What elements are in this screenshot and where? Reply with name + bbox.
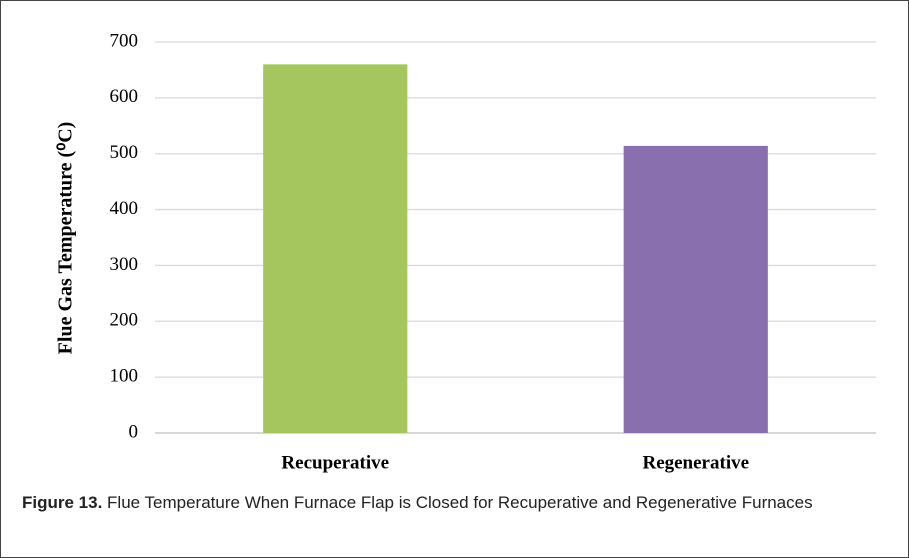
y-tick-label: 600 <box>110 86 139 107</box>
y-tick-label: 100 <box>110 366 139 387</box>
caption-text: Flue Temperature When Furnace Flap is Cl… <box>107 493 813 512</box>
y-tick-label: 400 <box>110 198 139 219</box>
y-tick-label: 700 <box>110 30 139 51</box>
bar <box>263 64 408 433</box>
bar <box>623 145 768 433</box>
caption: Figure 13. Flue Temperature When Furnace… <box>22 486 884 519</box>
y-tick-label: 500 <box>110 142 139 163</box>
y-axis-label: Flue Gas Temperature (⁰C) <box>55 122 77 355</box>
x-tick-label: Recuperative <box>281 452 389 473</box>
caption-label: Figure 13. <box>22 493 103 512</box>
y-tick-label: 300 <box>110 254 139 275</box>
x-tick-label: Regenerative <box>642 452 749 473</box>
y-tick-label: 200 <box>110 310 139 331</box>
y-tick-label: 0 <box>129 421 139 442</box>
